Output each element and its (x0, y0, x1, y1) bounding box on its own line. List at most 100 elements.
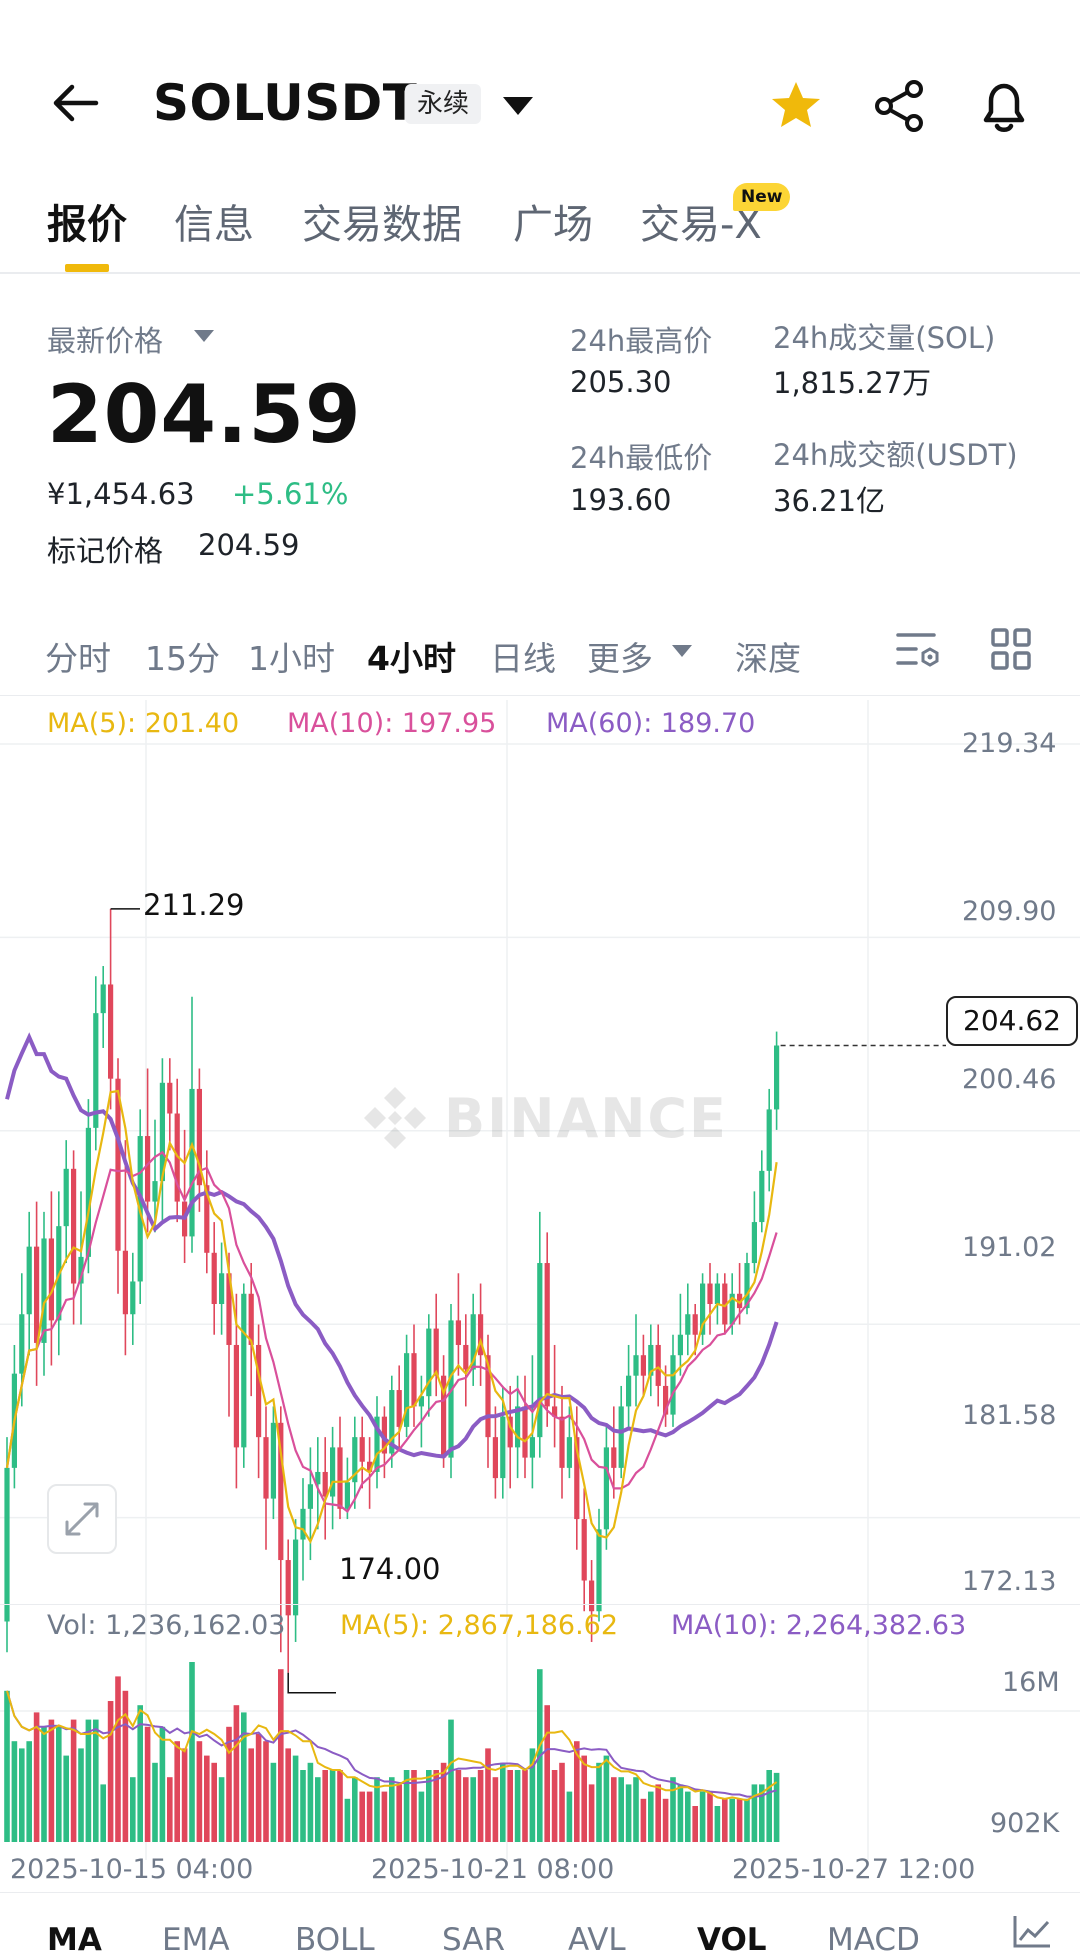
volume-bar (374, 1777, 380, 1842)
volume-bar (507, 1770, 513, 1842)
candle-body (552, 1406, 558, 1417)
volume-bar (692, 1806, 698, 1842)
candle-body (581, 1519, 587, 1581)
favorite-button[interactable] (768, 78, 824, 134)
indicator-tab-ma[interactable]: MA (47, 1922, 102, 1958)
volume-bar (11, 1741, 18, 1842)
tab-quote[interactable]: 报价 (47, 202, 127, 248)
indicator-tab-boll[interactable]: BOLL (295, 1922, 375, 1958)
indicator-settings-button[interactable] (894, 627, 942, 673)
candlestick-chart[interactable] (0, 700, 1080, 1880)
volume-bar (329, 1770, 336, 1842)
volume-bar (181, 1748, 188, 1842)
interval-time[interactable]: 分时 (45, 639, 111, 678)
back-button[interactable] (48, 78, 104, 128)
grid-icon (991, 628, 1031, 670)
candle-body (285, 1560, 291, 1616)
symbol-title[interactable]: SOLUSDT (153, 74, 418, 132)
volume-bar (551, 1770, 558, 1842)
more-caret[interactable] (670, 643, 694, 659)
latest-price: 204.59 (47, 368, 362, 461)
volume-usdt-label: 24h成交额(USDT) (773, 438, 1018, 472)
volume-bar (366, 1791, 373, 1842)
tab-square[interactable]: 广场 (513, 202, 593, 248)
volume-bar (233, 1705, 240, 1842)
price-axis-label: 191.02 (962, 1232, 1057, 1263)
indicator-tab-vol[interactable]: VOL (697, 1922, 767, 1958)
volume-bar (418, 1791, 425, 1842)
candle-body (589, 1580, 595, 1612)
volume-bar (603, 1755, 610, 1842)
candle-body (737, 1293, 743, 1309)
candle-body (196, 1088, 202, 1186)
tab-info[interactable]: 信息 (174, 202, 254, 248)
volume-bar (759, 1784, 765, 1842)
symbol-dropdown[interactable] (500, 92, 536, 120)
candle-body (396, 1390, 402, 1427)
alert-button[interactable] (976, 76, 1032, 136)
volume-bar (189, 1662, 195, 1842)
ma60-legend: MA(60): 189.70 (546, 708, 756, 739)
volume-bar (122, 1690, 129, 1842)
interval-4h[interactable]: 4小时 (367, 639, 456, 678)
mark-price-label: 标记价格 (47, 534, 164, 568)
volume-bar (167, 1777, 173, 1842)
volume-bar (41, 1726, 47, 1842)
volume-bar (130, 1777, 136, 1842)
ma10-legend: MA(10): 197.95 (287, 708, 497, 739)
volume-bar (633, 1777, 639, 1842)
current-price-value: 204.62 (963, 1004, 1061, 1037)
share-button[interactable] (872, 78, 928, 134)
candle-body (611, 1447, 617, 1468)
indicator-settings-toggle[interactable] (1012, 1914, 1052, 1948)
candle-body (744, 1263, 750, 1309)
interval-1d[interactable]: 日线 (490, 639, 556, 678)
volume-bar (611, 1777, 617, 1842)
candle-body (529, 1437, 535, 1458)
candle-body (26, 1246, 32, 1315)
candle-body (389, 1390, 395, 1454)
interval-15m[interactable]: 15分 (145, 639, 220, 678)
candle-body (48, 1238, 54, 1321)
candle-body (19, 1314, 25, 1374)
time-axis-label: 2025-10-15 04:00 (10, 1854, 254, 1885)
candle-body (219, 1273, 225, 1305)
candle-body (122, 1250, 128, 1315)
layout-grid-button[interactable] (990, 627, 1032, 671)
candle-body (71, 1168, 77, 1284)
candle-body (130, 1281, 136, 1315)
volume-bar (152, 1762, 158, 1842)
candle-body (544, 1263, 550, 1407)
fullscreen-button[interactable] (47, 1484, 117, 1554)
candle-body (34, 1246, 40, 1343)
volume-bar (477, 1770, 484, 1842)
volume-bar (618, 1777, 624, 1842)
price-change: +5.61% (232, 477, 349, 511)
indicator-tab-ema[interactable]: EMA (162, 1922, 230, 1958)
latest-price-label[interactable]: 最新价格 (47, 324, 164, 358)
interval-1h[interactable]: 1小时 (248, 639, 335, 678)
volume-bar (544, 1705, 550, 1842)
high-24h: 205.30 (570, 365, 672, 399)
volume-bar (63, 1755, 69, 1842)
candle-body (115, 1078, 121, 1251)
volume-bar (56, 1726, 62, 1842)
indicator-tab-sar[interactable]: SAR (442, 1922, 505, 1958)
expand-icon (65, 1502, 99, 1536)
candle-body (751, 1222, 757, 1264)
interval-depth[interactable]: 深度 (735, 639, 801, 678)
candle-body (63, 1168, 69, 1227)
candle-body (108, 984, 114, 1079)
volume-bar (263, 1741, 269, 1842)
interval-more[interactable]: 更多 (587, 639, 653, 678)
volume-bar (766, 1770, 772, 1842)
volume-bar (448, 1719, 454, 1842)
volume-ma5-line (6, 1690, 778, 1802)
volume-bar (677, 1784, 684, 1842)
latest-price-dropdown[interactable] (192, 328, 216, 344)
tab-trading-data[interactable]: 交易数据 (302, 202, 462, 248)
low-24h-label: 24h最低价 (570, 441, 713, 475)
indicator-tab-macd[interactable]: MACD (827, 1922, 920, 1958)
candle-body (455, 1320, 461, 1345)
indicator-tab-avl[interactable]: AVL (568, 1922, 626, 1958)
